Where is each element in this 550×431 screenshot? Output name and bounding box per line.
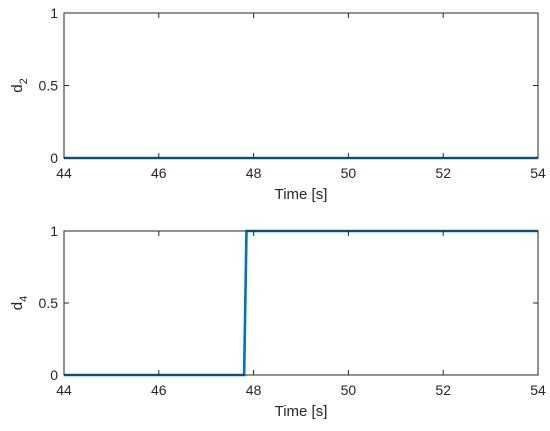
y-tick-label: 0.5 bbox=[39, 78, 59, 94]
axes-box bbox=[63, 12, 539, 159]
chart-panel-d4: 44 46 48 50 52 54 0 0.5 1 Time [s] d4 bbox=[9, 223, 546, 420]
x-tick-label: 50 bbox=[341, 382, 357, 398]
y-tick-label: 0 bbox=[50, 150, 58, 166]
y-axis-label: d2 bbox=[9, 78, 30, 92]
x-tick-label: 46 bbox=[151, 382, 167, 398]
x-tick-label: 48 bbox=[246, 382, 262, 398]
x-tick-label: 52 bbox=[435, 382, 451, 398]
chart-panel-d2: 44 46 48 50 52 54 0 0.5 1 Time [s] d2 bbox=[9, 5, 546, 203]
x-axis-label: Time [s] bbox=[275, 186, 328, 203]
y-tick-label: 1 bbox=[50, 5, 58, 21]
x-tick-label: 54 bbox=[530, 165, 546, 181]
y-tick-label: 0 bbox=[50, 367, 58, 383]
y-axis-label: d4 bbox=[9, 296, 30, 310]
axes-box bbox=[63, 230, 539, 376]
x-tick-label: 44 bbox=[56, 382, 72, 398]
y-axis-label-subscript: 4 bbox=[18, 296, 30, 302]
x-axis-label: Time [s] bbox=[275, 403, 328, 420]
x-tick-label: 50 bbox=[341, 165, 357, 181]
x-tick-label: 52 bbox=[435, 165, 451, 181]
y-axis-label-subscript: 2 bbox=[18, 78, 30, 84]
y-tick-label: 0.5 bbox=[39, 295, 59, 311]
x-tick-label: 46 bbox=[151, 165, 167, 181]
x-tick-label: 54 bbox=[530, 382, 546, 398]
x-tick-label: 44 bbox=[56, 165, 72, 181]
y-tick-label: 1 bbox=[50, 223, 58, 239]
x-tick-label: 48 bbox=[246, 165, 262, 181]
series-line-1-0 bbox=[64, 229, 538, 377]
